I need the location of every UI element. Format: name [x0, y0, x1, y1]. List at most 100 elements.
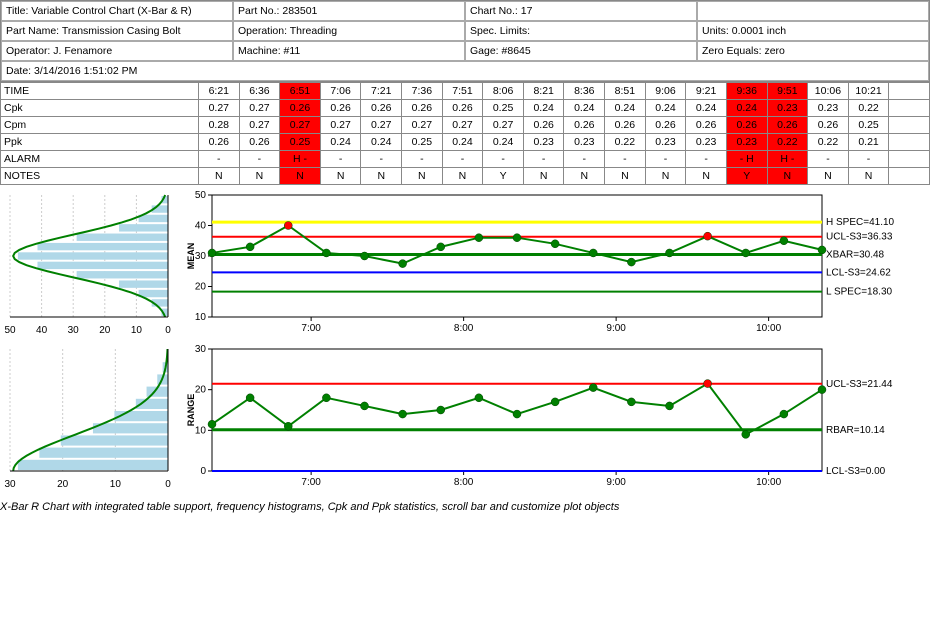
- zero-cell: Zero Equals: zero: [697, 41, 929, 61]
- partno-cell: Part No.: 283501: [233, 1, 465, 21]
- table-cell: 8:06: [483, 83, 524, 100]
- row-label: ALARM: [1, 151, 199, 168]
- svg-text:LCL-S3=24.62: LCL-S3=24.62: [826, 267, 891, 278]
- svg-text:0: 0: [165, 479, 171, 490]
- table-cell: 0.24: [320, 134, 361, 151]
- row-label: TIME: [1, 83, 199, 100]
- svg-text:20: 20: [57, 479, 69, 490]
- svg-text:30: 30: [195, 344, 207, 355]
- table-cell: 0.26: [645, 117, 686, 134]
- svg-text:RBAR=10.14: RBAR=10.14: [826, 425, 885, 436]
- table-cell: -: [402, 151, 443, 168]
- table-cell: -: [239, 151, 280, 168]
- svg-text:10: 10: [195, 425, 207, 436]
- table-cell: 6:51: [280, 83, 321, 100]
- gage-cell: Gage: #8645: [465, 41, 697, 61]
- svg-text:10:00: 10:00: [756, 477, 781, 488]
- svg-text:20: 20: [195, 282, 207, 293]
- table-cell: 0.22: [848, 100, 889, 117]
- table-cell: 0.23: [767, 100, 808, 117]
- table-cell: - H: [726, 151, 767, 168]
- table-cell: 7:51: [442, 83, 483, 100]
- table-cell: Y: [726, 168, 767, 185]
- svg-text:0: 0: [165, 325, 171, 336]
- table-cell: 0.23: [726, 134, 767, 151]
- table-cell: 0.26: [199, 134, 240, 151]
- table-cell: 0.26: [239, 134, 280, 151]
- table-cell: 0.27: [442, 117, 483, 134]
- table-cell: 10:06: [808, 83, 849, 100]
- svg-text:20: 20: [195, 385, 207, 396]
- table-cell: 0.27: [239, 100, 280, 117]
- table-cell: H -: [767, 151, 808, 168]
- table-cell: 6:21: [199, 83, 240, 100]
- chartno-cell: Chart No.: 17: [465, 1, 697, 21]
- table-cell: 6:36: [239, 83, 280, 100]
- table-cell: N: [320, 168, 361, 185]
- table-cell: 0.25: [280, 134, 321, 151]
- mean-chart: 10203040507:008:009:0010:00H SPEC=41.10U…: [184, 189, 914, 339]
- range-histogram: 3020100: [4, 343, 174, 493]
- table-cell: 7:36: [402, 83, 443, 100]
- row-label: Cpm: [1, 117, 199, 134]
- svg-text:20: 20: [99, 325, 111, 336]
- table-cell: N: [686, 168, 727, 185]
- table-cell: 9:21: [686, 83, 727, 100]
- svg-text:H SPEC=41.10: H SPEC=41.10: [826, 217, 895, 228]
- mean-histogram: 50403020100: [4, 189, 174, 339]
- table-cell: 0.24: [442, 134, 483, 151]
- table-cell: -: [523, 151, 564, 168]
- table-cell: N: [605, 168, 646, 185]
- table-cell: 0.27: [239, 117, 280, 134]
- table-cell: 0.22: [767, 134, 808, 151]
- table-cell: 0.24: [361, 134, 402, 151]
- pad-cell: [889, 168, 930, 185]
- table-cell: 7:21: [361, 83, 402, 100]
- date-cell: Date: 3/14/2016 1:51:02 PM: [1, 61, 929, 81]
- table-cell: -: [199, 151, 240, 168]
- svg-text:9:00: 9:00: [606, 323, 626, 334]
- table-cell: 9:51: [767, 83, 808, 100]
- table-cell: -: [645, 151, 686, 168]
- title-cell: Title: Variable Control Chart (X-Bar & R…: [1, 1, 233, 21]
- table-cell: 0.26: [280, 100, 321, 117]
- svg-text:40: 40: [195, 221, 207, 232]
- table-cell: 0.27: [199, 100, 240, 117]
- table-cell: 8:51: [605, 83, 646, 100]
- table-row: NOTESNNNNNNNYNNNNNYNNN: [1, 168, 930, 185]
- table-cell: 9:36: [726, 83, 767, 100]
- svg-text:XBAR=30.48: XBAR=30.48: [826, 250, 885, 261]
- table-cell: N: [808, 168, 849, 185]
- table-cell: -: [686, 151, 727, 168]
- table-cell: 0.22: [605, 134, 646, 151]
- table-cell: 0.24: [564, 100, 605, 117]
- table-cell: N: [361, 168, 402, 185]
- table-cell: N: [523, 168, 564, 185]
- svg-text:40: 40: [36, 325, 48, 336]
- table-cell: 0.21: [848, 134, 889, 151]
- table-cell: 8:36: [564, 83, 605, 100]
- machine-cell: Machine: #11: [233, 41, 465, 61]
- svg-text:8:00: 8:00: [454, 323, 474, 334]
- table-row: TIME6:216:366:517:067:217:367:518:068:21…: [1, 83, 930, 100]
- table-cell: N: [402, 168, 443, 185]
- table-row: Ppk0.260.260.250.240.240.250.240.240.230…: [1, 134, 930, 151]
- table-cell: N: [564, 168, 605, 185]
- table-cell: N: [199, 168, 240, 185]
- svg-text:L SPEC=18.30: L SPEC=18.30: [826, 287, 893, 298]
- speclimits-cell: Spec. Limits:: [465, 21, 697, 41]
- table-cell: 0.24: [523, 100, 564, 117]
- table-cell: -: [320, 151, 361, 168]
- pad-cell: [889, 100, 930, 117]
- svg-text:0: 0: [200, 466, 206, 477]
- table-cell: -: [442, 151, 483, 168]
- table-cell: 0.27: [320, 117, 361, 134]
- table-cell: 0.26: [442, 100, 483, 117]
- table-cell: 0.28: [199, 117, 240, 134]
- spc-data-table: TIME6:216:366:517:067:217:367:518:068:21…: [0, 82, 930, 185]
- svg-text:UCL-S3=21.44: UCL-S3=21.44: [826, 379, 893, 390]
- svg-text:8:00: 8:00: [454, 477, 474, 488]
- table-cell: 0.23: [564, 134, 605, 151]
- table-cell: N: [645, 168, 686, 185]
- table-cell: -: [361, 151, 402, 168]
